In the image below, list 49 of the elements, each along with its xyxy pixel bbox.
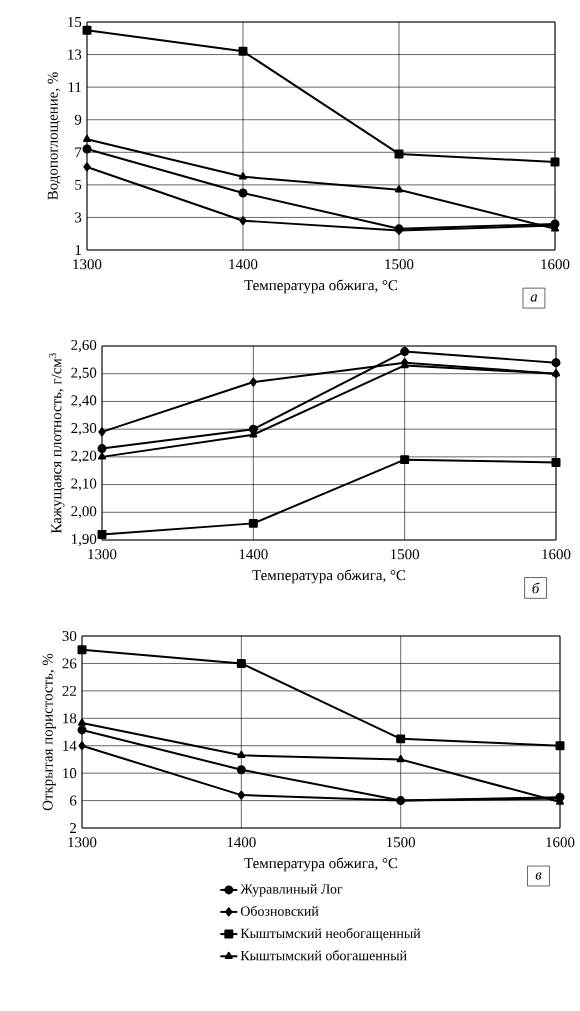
y-tick-label: 2,50 <box>71 367 97 380</box>
y-tick-label: 10 <box>63 768 77 779</box>
y-tick-label: 2,20 <box>71 450 97 463</box>
text: б <box>532 582 540 594</box>
y-tick-label: 9 <box>74 114 82 125</box>
x-axis-title: Температура обжига, °C <box>252 569 406 584</box>
y-tick-label: 22 <box>62 685 76 696</box>
x-axis-title: Температура обжига, °C <box>244 279 398 294</box>
y-tick-label: 13 <box>68 49 82 60</box>
y-tick-label: 5 <box>75 179 82 190</box>
x-tick-label: 1400 <box>227 837 256 848</box>
x-tick-label: 1600 <box>542 549 571 560</box>
x-tick-label: 1400 <box>229 259 258 270</box>
x-tick-label: 1300 <box>88 549 117 560</box>
y-tick-label: 2 <box>70 823 76 833</box>
y-tick-label: 14 <box>63 740 77 751</box>
text: а <box>530 294 538 302</box>
y-tick-label: 3 <box>75 212 82 223</box>
y-axis-title: Открытая пористость, % <box>42 653 56 811</box>
x-tick-label: 1500 <box>391 549 420 560</box>
text: в <box>535 872 542 880</box>
y-tick-label: 7 <box>75 147 82 158</box>
legend-label: Кыштымский обогашенный <box>240 950 407 961</box>
x-tick-label: 1600 <box>546 837 575 848</box>
y-tick-label: 1 <box>75 245 81 255</box>
x-tick-label: 1300 <box>68 837 97 848</box>
x-tick-label: 1600 <box>541 259 570 270</box>
legend-label: Журавлиный Лог <box>240 884 343 897</box>
x-tick-label: 1300 <box>73 259 102 270</box>
y-tick-label: 2,60 <box>71 339 97 353</box>
x-tick-label: 1500 <box>387 837 416 848</box>
legend-label: Кыштымский необогащенный <box>240 927 421 941</box>
y-tick-label: 15 <box>68 17 82 27</box>
x-axis-title: Температура обжига, °C <box>244 857 398 872</box>
y-tick-label: 18 <box>63 713 77 724</box>
y-tick-label: 2,00 <box>71 506 97 519</box>
y-tick-label: 1,90 <box>71 533 97 547</box>
x-tick-label: 1500 <box>385 259 414 270</box>
y-tick-label: 2,30 <box>71 423 97 436</box>
y-tick-label: 11 <box>68 82 81 93</box>
y-tick-label: 6 <box>69 795 77 806</box>
y-tick-label: 30 <box>62 630 77 642</box>
x-tick-label: 1400 <box>239 549 268 560</box>
y-tick-label: 2,40 <box>71 395 97 408</box>
y-tick-label: 2,10 <box>71 478 97 491</box>
y-axis-title: Кажущаяся плотность, г/см$^{3}$ <box>49 353 65 534</box>
y-axis-title: Водопоглощение, % <box>47 72 61 200</box>
y-tick-label: 26 <box>62 658 77 669</box>
legend-label: Обозновский <box>240 905 319 916</box>
